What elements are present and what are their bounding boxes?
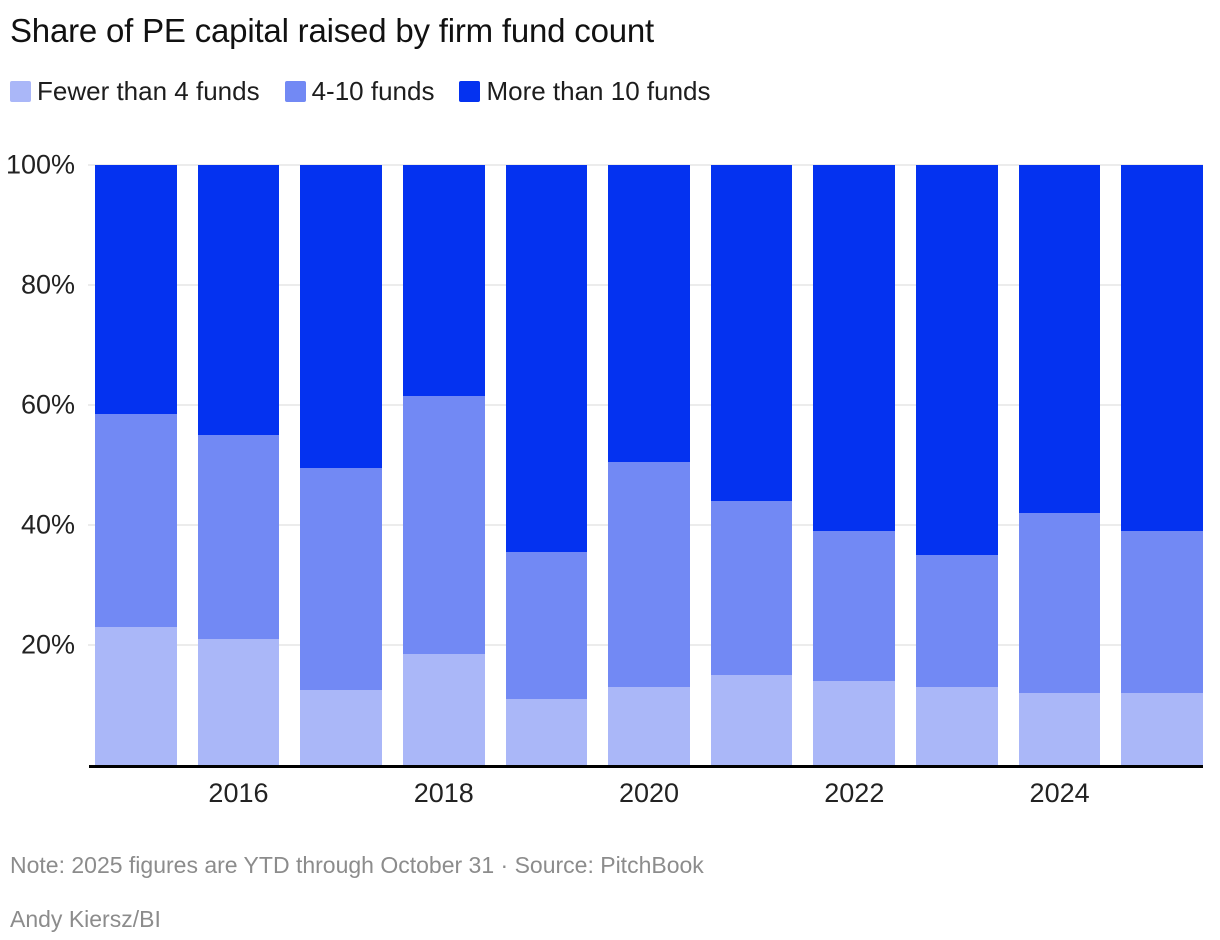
bar-2017-segment-more-than-10-funds [300,164,382,468]
bar-2023 [916,164,998,765]
source-note: Note: 2025 figures are YTD through Octob… [10,851,704,878]
legend-item-label: 4-10 funds [311,75,435,106]
bar-2024 [1018,164,1101,765]
x-tick-label-2024: 2024 [1029,777,1090,808]
bar-2016-segment-4-10-funds [197,434,280,639]
bar-2019-segment-more-than-10-funds [505,164,588,552]
bar-2022-segment-more-than-10-funds [813,164,896,531]
bars [95,164,1204,765]
legend-item-label: Fewer than 4 funds [37,75,260,106]
bar-2018-segment-more-than-10-funds [402,164,485,396]
bar-2021-segment-fewer-than-4-funds [710,674,793,765]
x-tick-label-2021 [711,778,793,809]
x-axis-labels: 2016 2018 2020 2022 2024 [95,778,1203,809]
bar-2023-segment-4-10-funds [916,554,998,687]
plot-area: 100% 80% 60% 40% 20% [6,149,1204,765]
bar-2015-segment-4-10-funds [95,413,177,627]
bar-2025-segment-more-than-10-funds [1121,164,1204,531]
legend-item-more-than-10-funds: More than 10 funds [459,75,711,107]
bar-2016 [197,164,280,765]
chart-title: Share of PE capital raised by firm fund … [10,12,655,49]
bar-2015-segment-fewer-than-4-funds [95,626,177,765]
bar-2020-segment-more-than-10-funds [608,164,690,462]
bar-2015 [95,164,177,765]
x-axis-line [89,764,1203,768]
byline: Andy Kiersz/BI [10,905,161,932]
bar-2019-segment-4-10-funds [505,551,588,699]
bar-2022-segment-4-10-funds [813,530,896,681]
bar-2019 [505,164,588,765]
bar-2025-segment-fewer-than-4-funds [1121,692,1204,765]
legend-item-4-10-funds: 4-10 funds [284,75,435,107]
bar-2022 [813,164,896,765]
bar-2022-segment-fewer-than-4-funds [813,680,896,765]
bar-2020-segment-fewer-than-4-funds [608,686,690,765]
x-tick-label-2016: 2016 [208,777,269,808]
bar-2021 [710,164,793,765]
bar-2023-segment-more-than-10-funds [916,164,998,555]
bar-2020-segment-4-10-funds [608,461,690,687]
bar-2018 [402,164,485,765]
bar-2018-segment-fewer-than-4-funds [402,653,485,765]
legend-item-label: More than 10 funds [486,75,711,106]
bar-2016-segment-more-than-10-funds [197,164,280,435]
bar-2021-segment-more-than-10-funds [710,164,793,501]
bar-2024-segment-fewer-than-4-funds [1018,692,1101,765]
x-tick-label-2015 [95,778,177,809]
bar-2025-segment-4-10-funds [1121,530,1204,693]
bar-2021-segment-4-10-funds [710,500,793,675]
x-tick-label-2019 [506,778,588,809]
x-tick-label-2018: 2018 [413,777,474,808]
legend-swatch-icon [459,80,481,102]
bar-2025 [1121,164,1204,765]
bar-2017 [300,164,382,765]
legend-swatch-icon [284,80,306,102]
y-tick-label-20: 20% [20,629,75,660]
chart: 100% 80% 60% 40% 20% 2016 2018 2020 2022 2024 [6,149,1204,809]
legend-item-fewer-than-4-funds: Fewer than 4 funds [10,76,260,107]
x-tick-label-2025 [1121,778,1203,809]
legend-swatch-icon [10,80,31,102]
bar-2019-segment-fewer-than-4-funds [505,698,588,765]
bar-2024-segment-4-10-funds [1018,512,1101,693]
bar-2016-segment-fewer-than-4-funds [197,638,280,765]
bar-2017-segment-fewer-than-4-funds [300,689,382,765]
x-tick-label-2023 [916,778,998,809]
bar-2024-segment-more-than-10-funds [1018,164,1101,513]
y-tick-label-60: 60% [20,389,75,420]
y-tick-label-100: 100% [5,149,75,180]
bar-2023-segment-fewer-than-4-funds [916,686,998,765]
x-tick-label-2020: 2020 [618,777,680,808]
bar-2015-segment-more-than-10-funds [95,164,177,414]
y-tick-label-80: 80% [20,269,75,300]
y-tick-label-40: 40% [20,509,75,540]
bar-2020 [608,164,690,765]
legend: Fewer than 4 funds 4-10 funds More than 10… [10,76,1203,107]
bar-2017-segment-4-10-funds [300,467,382,690]
x-tick-label-2017 [300,778,382,809]
bar-2018-segment-4-10-funds [402,395,485,654]
x-tick-label-2022: 2022 [824,777,885,808]
